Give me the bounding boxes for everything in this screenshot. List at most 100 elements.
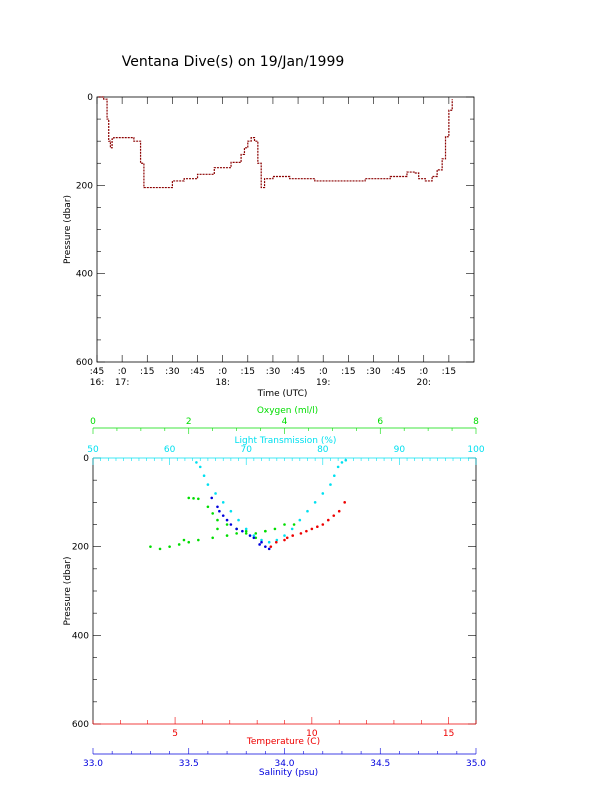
oxygen-point	[192, 497, 195, 500]
salinity-tick-label: 35.0	[466, 759, 486, 769]
oxygen-point	[206, 505, 210, 509]
oxygen-point	[177, 543, 181, 546]
transmission-point	[321, 492, 325, 495]
salinity-point	[225, 518, 229, 522]
salinity-point	[248, 534, 252, 537]
transmission-tick-label: 70	[240, 445, 252, 455]
oxygen-point	[197, 538, 200, 542]
transmission-point	[344, 458, 348, 462]
temperature-point	[285, 536, 289, 540]
y-tick-label: 0	[87, 93, 93, 103]
temperature-point	[310, 527, 314, 531]
temperature-point	[274, 540, 278, 544]
x-tick-label: :45	[291, 367, 305, 377]
oxygen-axis-title: Oxygen (ml/l)	[257, 406, 318, 416]
salinity-tick-label: 34.5	[370, 759, 390, 769]
salinity-point	[252, 536, 256, 540]
temperature-point	[291, 534, 295, 537]
oxygen-point	[254, 532, 258, 535]
x-tick-label: :15	[241, 367, 255, 377]
transmission-point	[260, 538, 263, 542]
x-tick-label: 18:	[215, 378, 229, 388]
oxygen-point	[225, 523, 229, 526]
salinity-tick-label: 34.0	[274, 759, 294, 769]
transmission-point	[237, 518, 240, 522]
x-tick-label: :15	[442, 367, 456, 377]
transmission-point	[306, 509, 309, 513]
y-tick-label: 400	[72, 631, 89, 641]
oxygen-point	[225, 534, 229, 537]
temperature-point	[321, 523, 325, 526]
salinity-axis-title: Salinity (psu)	[259, 768, 318, 778]
plot-frame	[96, 96, 475, 363]
oxygen-tick-label: 4	[282, 417, 288, 427]
oxygen-tick-label: 6	[377, 417, 383, 427]
x-tick-label: :0	[118, 367, 127, 377]
transmission-point	[198, 465, 202, 469]
oxygen-point	[211, 512, 214, 515]
y-tick-label: 200	[76, 181, 93, 191]
x-tick-label: 16:	[90, 378, 104, 388]
transmission-point	[340, 461, 344, 464]
transmission-point	[202, 474, 206, 478]
transmission-axis-title: Light Transmission (%)	[235, 436, 337, 446]
salinity-point	[260, 540, 263, 544]
temperature-point	[337, 509, 341, 513]
x-tick-label: 17:	[115, 378, 129, 388]
x-axis-title: Time (UTC)	[257, 389, 308, 399]
oxygen-point	[292, 523, 296, 526]
y-tick-label: 0	[83, 454, 89, 464]
oxygen-point	[244, 532, 248, 535]
temperature-point	[269, 545, 273, 548]
oxygen-point	[283, 523, 286, 526]
transmission-point	[336, 465, 340, 469]
temperature-tick-label: 5	[172, 729, 178, 739]
x-tick-label: :30	[165, 367, 180, 377]
transmission-tick-label: 80	[317, 445, 329, 455]
oxygen-point	[168, 545, 171, 548]
x-tick-label: :0	[218, 367, 227, 377]
y-axis-title: Pressure (dbar)	[63, 195, 73, 264]
pressure-trace-line	[98, 96, 453, 189]
oxygen-point	[244, 529, 248, 533]
oxygen-point	[254, 536, 258, 540]
y-tick-label: 600	[72, 720, 89, 730]
transmission-point	[206, 483, 210, 486]
transmission-point	[214, 492, 217, 495]
x-tick-label: :30	[266, 367, 281, 377]
salinity-tick-label: 33.0	[83, 759, 103, 769]
temperature-point	[332, 514, 336, 517]
y-tick-label: 200	[72, 543, 89, 553]
y-tick-label: 400	[76, 270, 93, 280]
salinity-point	[267, 547, 271, 551]
salinity-point	[241, 529, 244, 533]
transmission-point	[252, 534, 256, 537]
temperature-point	[316, 525, 319, 529]
x-tick-label: :45	[190, 367, 204, 377]
x-tick-label: 20:	[416, 378, 430, 388]
salinity-tick-label: 33.5	[179, 759, 199, 769]
oxygen-point	[264, 529, 267, 533]
temperature-point	[326, 518, 330, 522]
salinity-point	[210, 496, 214, 500]
oxygen-point	[211, 536, 214, 540]
temperature-point	[283, 538, 286, 542]
transmission-point	[283, 534, 286, 537]
temperature-point	[299, 532, 303, 535]
temperature-tick-label: 10	[306, 729, 318, 739]
transmission-point	[267, 540, 271, 544]
y-axis-title: Pressure (dbar)	[63, 557, 73, 626]
oxygen-point	[158, 547, 162, 551]
x-tick-label: :45	[90, 367, 104, 377]
salinity-point	[218, 509, 221, 513]
x-tick-label: :0	[419, 367, 428, 377]
salinity-point	[264, 545, 267, 548]
y-tick-label: 600	[76, 358, 93, 368]
transmission-point	[298, 518, 302, 522]
transmission-tick-label: 100	[467, 445, 484, 455]
salinity-point	[216, 505, 219, 509]
temperature-axis-title: Temperature (C)	[246, 737, 320, 747]
oxygen-tick-label: 8	[473, 417, 479, 427]
